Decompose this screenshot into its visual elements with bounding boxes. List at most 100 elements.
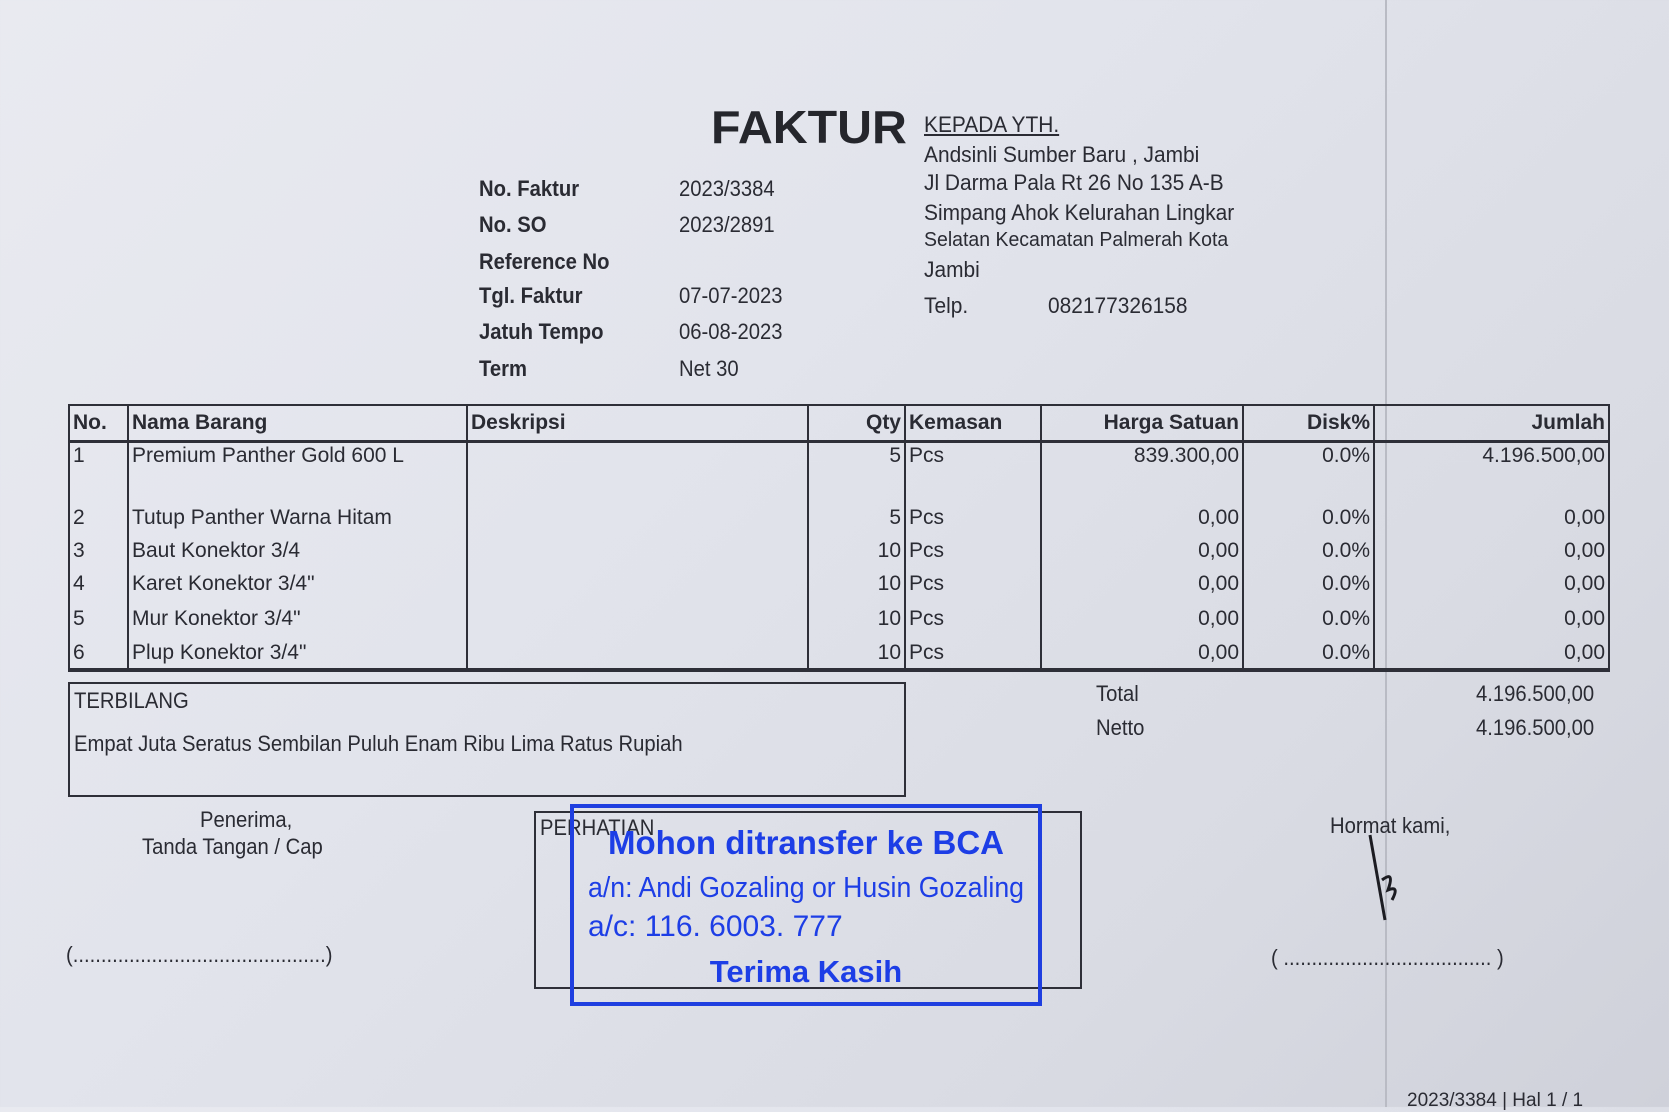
info-value: 2023/3384 xyxy=(679,176,775,201)
table-cell: 0,00 xyxy=(1040,605,1244,640)
address-line: Jl Darma Pala Rt 26 No 135 A-B xyxy=(924,170,1224,195)
receiver-label: Penerima, xyxy=(200,807,293,832)
terbilang-text: Empat Juta Seratus Sembilan Puluh Enam R… xyxy=(74,731,683,756)
page-title: FAKTUR xyxy=(711,101,907,153)
table-cell: 0.0% xyxy=(1242,504,1375,538)
phone-value: 082177326158 xyxy=(1048,293,1188,318)
info-label: Jatuh Tempo xyxy=(479,319,604,344)
table-cell xyxy=(466,537,809,571)
total-label: Total xyxy=(1096,681,1139,706)
terbilang-label: TERBILANG xyxy=(74,688,189,713)
table-cell: 10 xyxy=(807,639,906,672)
info-label: Term xyxy=(479,356,527,381)
info-value: 2023/2891 xyxy=(679,212,775,237)
bank-transfer-stamp: Mohon ditransfer ke BCA a/n: Andi Gozali… xyxy=(570,804,1042,1006)
stamp-line-4: Terima Kasih xyxy=(709,954,903,989)
info-value: Net 30 xyxy=(679,356,739,381)
table-cell: 0,00 xyxy=(1373,504,1610,538)
table-cell: 0,00 xyxy=(1040,639,1244,672)
table-cell: 0.0% xyxy=(1242,537,1375,571)
table-cell: 10 xyxy=(807,537,906,571)
column-header: Disk% xyxy=(1242,404,1375,443)
netto-value: 4.196.500,00 xyxy=(1475,715,1594,740)
table-cell: 0.0% xyxy=(1242,441,1375,505)
perhatian-box: PERHATIAN xyxy=(534,811,1082,989)
column-header: Kemasan xyxy=(904,404,1042,443)
address-line: Simpang Ahok Kelurahan Lingkar xyxy=(924,200,1235,225)
address-line: Selatan Kecamatan Palmerah Kota xyxy=(924,228,1229,251)
table-row: 4 Karet Konektor 3/4" 10 Pcs 0,00 0.0% 0,00 xyxy=(68,570,1610,606)
page-footer: 2023/3384 | Hal 1 / 1 xyxy=(1407,1090,1584,1111)
info-label: No. Faktur xyxy=(479,176,580,201)
table-cell xyxy=(466,504,809,538)
table-cell: Pcs xyxy=(904,570,1042,606)
info-label: No. SO xyxy=(479,212,547,237)
table-cell: 0,00 xyxy=(1373,605,1610,640)
table-cell: Baut Konektor 3/4 xyxy=(127,537,468,571)
info-value: 07-07-2023 xyxy=(679,283,783,308)
table-cell: Karet Konektor 3/4" xyxy=(127,570,468,606)
table-cell: 0,00 xyxy=(1040,504,1244,538)
signature-scribble xyxy=(1368,834,1397,921)
total-value: 4.196.500,00 xyxy=(1475,681,1594,706)
stamp-line-2: a/n: Andi Gozaling or Husin Gozaling xyxy=(588,872,1025,904)
table-cell: 4.196.500,00 xyxy=(1373,441,1610,505)
table-row: 3 Baut Konektor 3/4 10 Pcs 0,00 0.0% 0,00 xyxy=(68,537,1610,571)
table-row: 2 Tutup Panther Warna Hitam 5 Pcs 0,00 0.0% 0,… xyxy=(68,504,1610,538)
hormat-kami-label: Hormat kami, xyxy=(1330,813,1451,838)
table-cell: 1 xyxy=(68,441,129,505)
table-cell xyxy=(466,441,809,505)
netto-label: Netto xyxy=(1096,715,1145,740)
column-header: Jumlah xyxy=(1373,404,1610,443)
stamp-line-1: Mohon ditransfer ke BCA xyxy=(607,824,1005,861)
column-header: Harga Satuan xyxy=(1040,404,1244,443)
table-cell: 0,00 xyxy=(1040,537,1244,571)
table-cell: 4 xyxy=(68,570,129,606)
table-row: 6 Plup Konektor 3/4" 10 Pcs 0,00 0.0% 0,00 xyxy=(68,639,1610,672)
table-cell: Tutup Panther Warna Hitam xyxy=(127,504,468,538)
column-header: No. xyxy=(68,404,129,443)
table-cell: 0.0% xyxy=(1242,639,1375,672)
table-cell: 10 xyxy=(807,605,906,640)
column-header: Qty xyxy=(807,404,906,443)
table-cell: 2 xyxy=(68,504,129,538)
address-line: Andsinli Sumber Baru , Jambi xyxy=(924,142,1200,167)
info-value: 06-08-2023 xyxy=(679,319,783,344)
column-header: Deskripsi xyxy=(466,404,809,443)
table-cell: Premium Panther Gold 600 L xyxy=(127,441,468,505)
receiver-sign-line: (.......................................… xyxy=(66,942,333,967)
table-cell: 5 xyxy=(807,504,906,538)
column-header: Nama Barang xyxy=(127,404,468,443)
perhatian-label: PERHATIAN xyxy=(540,815,655,840)
table-cell: 0,00 xyxy=(1040,570,1244,606)
table-cell: 5 xyxy=(807,441,906,505)
address-line: Jambi xyxy=(924,257,980,282)
table-row: 5 Mur Konektor 3/4" 10 Pcs 0,00 0.0% 0,00 xyxy=(68,605,1610,640)
table-cell: Plup Konektor 3/4" xyxy=(127,639,468,672)
receiver-sign-label: Tanda Tangan / Cap xyxy=(142,834,323,859)
info-label: Tgl. Faktur xyxy=(479,283,583,308)
table-row: 1 Premium Panther Gold 600 L 5 Pcs 839.300,0… xyxy=(68,441,1610,505)
table-cell xyxy=(466,639,809,672)
table-cell xyxy=(466,605,809,640)
table-cell: Pcs xyxy=(904,504,1042,538)
phone-label: Telp. xyxy=(924,293,969,318)
table-cell: 10 xyxy=(807,570,906,606)
table-cell: 0.0% xyxy=(1242,605,1375,640)
sender-sign-line: ( ..................................... … xyxy=(1271,945,1504,970)
items-table: No. Nama Barang Deskripsi Qty Kemasan Harga S… xyxy=(68,404,1610,672)
table-cell: Mur Konektor 3/4" xyxy=(127,605,468,640)
table-cell xyxy=(466,570,809,606)
table-cell: 0,00 xyxy=(1373,570,1610,606)
table-cell: 6 xyxy=(68,639,129,672)
table-cell: 0,00 xyxy=(1373,537,1610,571)
table-cell: 0.0% xyxy=(1242,570,1375,606)
table-cell: 0,00 xyxy=(1373,639,1610,672)
stamp-line-3: a/c: 116. 6003. 777 xyxy=(588,910,843,943)
terbilang-box: TERBILANG Empat Juta Seratus Sembilan Pu… xyxy=(68,682,906,797)
table-cell: Pcs xyxy=(904,441,1042,505)
table-cell: 839.300,00 xyxy=(1040,441,1244,505)
recipient-heading: KEPADA YTH. xyxy=(924,112,1060,137)
table-cell: Pcs xyxy=(904,537,1042,571)
table-cell: Pcs xyxy=(904,605,1042,640)
